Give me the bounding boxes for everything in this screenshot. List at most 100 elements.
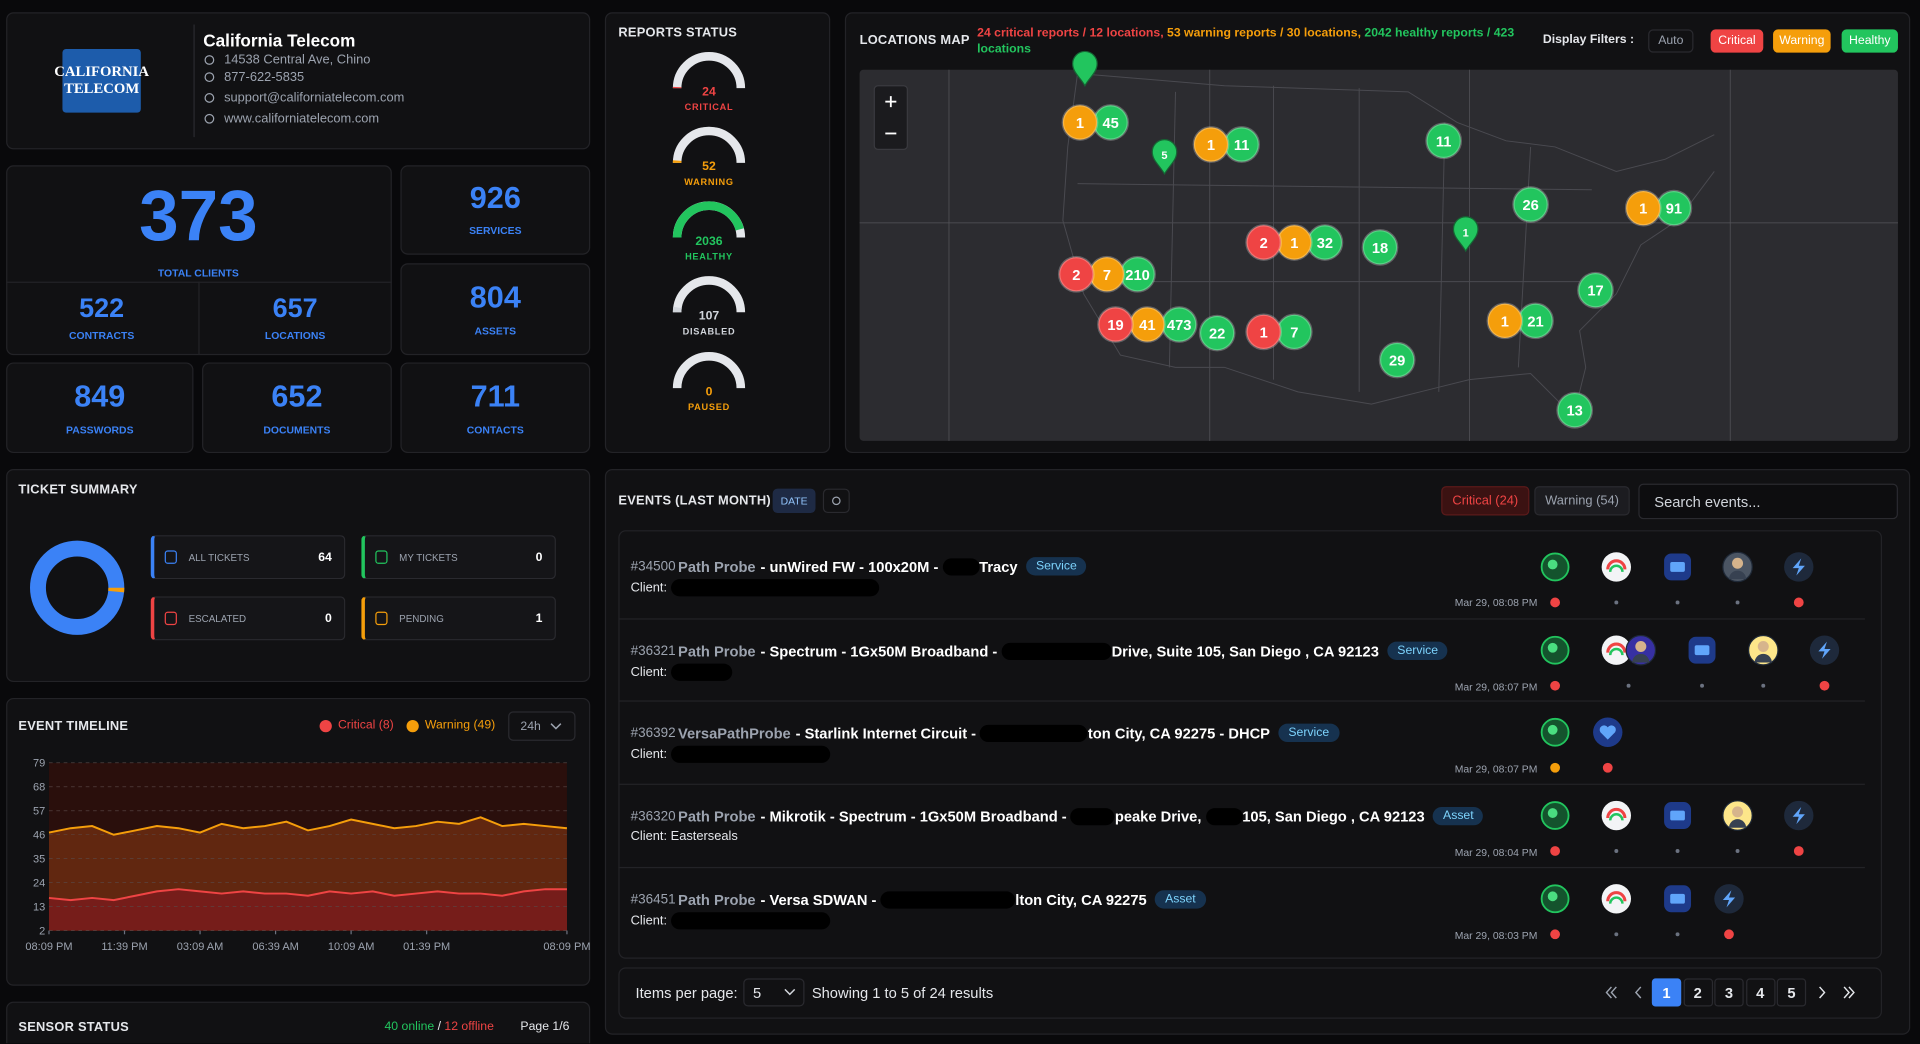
stat-label: SERVICES <box>469 224 522 237</box>
items-select[interactable]: 5 <box>743 978 805 1007</box>
event-row[interactable]: #36451 Path Probe - Versa SDWAN - lton Cit… <box>618 866 1865 948</box>
map-card <box>844 12 1911 454</box>
probe-name: Path Probe <box>678 807 756 825</box>
online: 40 online <box>384 1020 435 1034</box>
title-part: lton City, CA 92275 <box>1015 890 1147 908</box>
stat-label: DOCUMENTS <box>263 423 331 436</box>
event-client: Client: <box>631 912 830 930</box>
ticket-value: 0 <box>535 551 543 565</box>
visibility-button[interactable] <box>822 488 850 514</box>
logo-line: TELECOM <box>64 79 140 97</box>
filter-label: Critical <box>1718 34 1756 48</box>
page-nav[interactable] <box>1809 978 1838 1006</box>
page-button[interactable]: 1 <box>1651 978 1682 1007</box>
filter-label: Critical (24) <box>1452 493 1519 509</box>
section-title: EVENTS (LAST MONTH) <box>618 493 771 509</box>
sensor-page: Page 1/6 <box>520 1020 570 1034</box>
client-label: Client: <box>630 746 668 762</box>
filter-button[interactable]: Auto <box>1648 29 1694 53</box>
page-button[interactable]: 2 <box>1683 978 1713 1007</box>
ticket-value: 1 <box>535 612 543 626</box>
filter-label: Healthy <box>1849 34 1891 48</box>
event-title: #36321 Path Probe - Spectrum - 1Gx50M Broa… <box>631 641 1448 660</box>
event-client: Client: <box>630 579 879 597</box>
event-id: #36451 <box>630 892 676 907</box>
event-tag: Service <box>1026 557 1087 576</box>
company-logo: CALIFORNIA TELECOM <box>54 48 149 113</box>
redaction <box>670 663 732 681</box>
map-summary: 24 critical reports / 12 locations, 53 w… <box>977 26 1528 58</box>
stat-card <box>400 263 591 356</box>
ticket-value: 64 <box>318 551 332 565</box>
title-part: Drive, Suite 105, San Diego , CA 92123 <box>1111 642 1379 660</box>
ticket-box: ALL TICKETS 64 <box>150 535 346 580</box>
filter-button[interactable]: Warning <box>1773 29 1831 53</box>
divider <box>198 281 200 356</box>
event-row[interactable]: #36320 Path Probe - Mikrotik - Spectrum - … <box>618 783 1865 865</box>
pagination-bar <box>618 967 1883 1019</box>
stat-card <box>202 362 392 454</box>
event-row[interactable]: #36321 Path Probe - Spectrum - 1Gx50M Broa… <box>618 618 1865 699</box>
title-part: Tracy <box>979 557 1018 575</box>
search-input[interactable]: Search events... <box>1638 483 1898 520</box>
event-date: Mar 29, 08:07 PM <box>1454 762 1538 776</box>
section-title: EVENT TIMELINE <box>18 718 129 734</box>
event-client: Client: <box>630 745 830 763</box>
range-value: 24h <box>520 719 541 733</box>
filter-button[interactable]: Critical <box>1710 29 1764 53</box>
client-label: Client: <box>630 664 668 680</box>
redaction <box>1001 642 1112 660</box>
company-phone: 877-622-5835 <box>224 69 305 85</box>
ticket-label: PENDING <box>399 613 444 625</box>
page-nav[interactable] <box>1598 978 1627 1006</box>
ticket-value: 0 <box>325 612 332 626</box>
event-filter[interactable]: Critical (24) <box>1441 486 1530 516</box>
sensor-card <box>6 1001 591 1044</box>
stat-label: PASSWORDS <box>66 423 134 436</box>
summary-text: 24 critical reports / 12 locations, <box>977 26 1164 41</box>
items-label: Items per page: <box>635 984 738 1002</box>
page-button[interactable]: 4 <box>1745 978 1775 1007</box>
separator: / <box>437 1020 442 1034</box>
company-name: California Telecom <box>203 30 356 51</box>
date-button[interactable]: DATE <box>772 488 816 514</box>
event-row[interactable]: #34500 Path Probe - unWired FW - 100x20M -… <box>618 535 1865 616</box>
sensor-summary: 40 online / 12 offline <box>384 1021 493 1033</box>
items-value: 5 <box>753 983 762 1002</box>
title-part: ton City, CA 92275 - DHCP <box>1087 724 1270 742</box>
redaction <box>670 912 830 930</box>
event-date: Mar 29, 08:08 PM <box>1454 596 1538 609</box>
page-button[interactable]: 5 <box>1776 978 1807 1007</box>
page-nav[interactable] <box>1625 978 1654 1006</box>
ticket-box: PENDING 1 <box>361 596 556 641</box>
stat-value: 373 <box>139 176 258 256</box>
stat-value: 522 <box>79 292 125 324</box>
filter-label: Auto <box>1658 34 1684 48</box>
page-nav[interactable] <box>1836 978 1865 1006</box>
stat-label: ASSETS <box>474 324 517 337</box>
summary-text: 53 warning reports / 30 locations, <box>1167 26 1361 41</box>
redaction <box>1070 807 1115 825</box>
event-tag: Service <box>1387 641 1448 660</box>
stat-value: 711 <box>470 379 521 414</box>
filter-button[interactable]: Healthy <box>1841 29 1898 53</box>
button-label: DATE <box>780 494 808 507</box>
range-select[interactable]: 24h <box>508 711 576 741</box>
client-label: Client: <box>630 580 668 596</box>
divider <box>193 24 195 138</box>
timeline-card <box>6 697 591 986</box>
event-tag: Service <box>1278 723 1339 743</box>
page-button[interactable]: 3 <box>1714 978 1744 1007</box>
stat-label: CONTACTS <box>466 423 524 436</box>
event-row[interactable]: #36392 VersaPathProbe - Starlink Internet … <box>618 700 1865 781</box>
stat-label: CONTRACTS <box>68 329 135 342</box>
event-filter[interactable]: Warning (54) <box>1534 486 1630 516</box>
title-part: - Mikrotik - Spectrum - 1Gx50M Broadband… <box>760 807 1071 825</box>
event-id: #36392 <box>630 725 676 741</box>
summary-text: 2042 healthy reports / 423 locations <box>977 26 1515 57</box>
filters-label: Display Filters : <box>1542 33 1635 47</box>
company-website: www.californiatelecom.com <box>224 111 380 127</box>
stat-value: 926 <box>469 181 521 216</box>
